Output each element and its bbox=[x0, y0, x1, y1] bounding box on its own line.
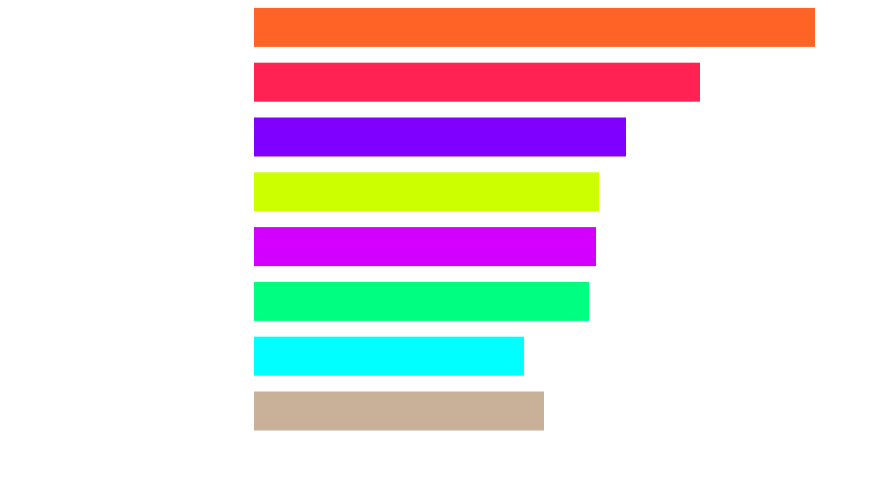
bar bbox=[254, 281, 589, 321]
bar bbox=[254, 336, 524, 376]
bar bbox=[254, 391, 544, 431]
bar bbox=[254, 62, 700, 102]
bar bbox=[254, 227, 596, 267]
bar bbox=[254, 117, 626, 157]
bar bbox=[254, 172, 599, 212]
bar bbox=[254, 7, 815, 47]
